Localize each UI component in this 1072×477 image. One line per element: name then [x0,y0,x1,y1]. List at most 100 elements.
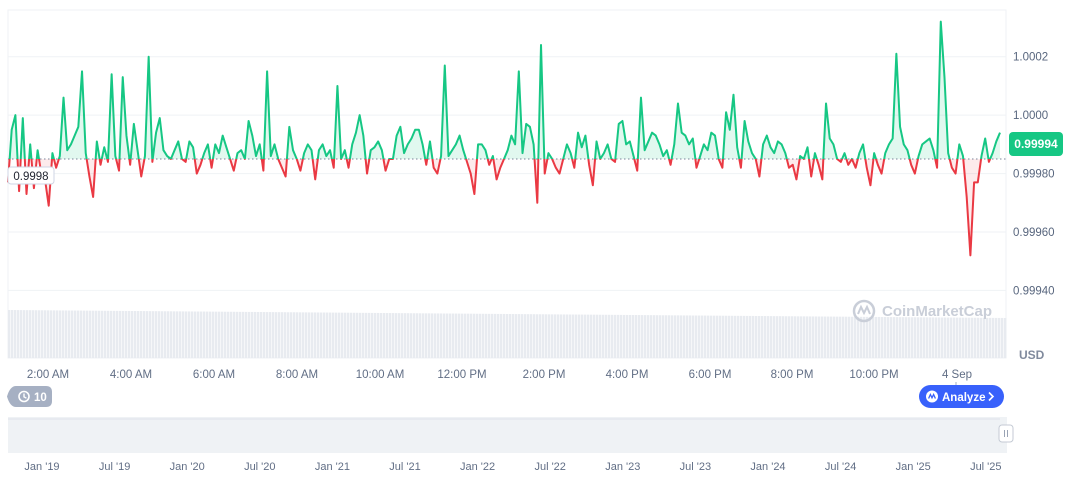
volume-bar [26,310,29,358]
volume-bar [806,316,809,358]
x-tick-label: 6:00 PM [689,369,732,381]
volume-bar [1001,317,1004,358]
volume-bar [545,314,548,358]
volume-bar [149,311,152,358]
volume-bar [191,311,194,358]
volume-bar [269,312,272,358]
volume-bar [392,313,395,358]
volume-bar [365,312,368,358]
volume-bar [761,316,764,358]
volume-bar [158,311,161,358]
volume-bar [971,317,974,358]
volume-bar [170,311,173,358]
volume-bar [659,315,662,358]
volume-bar [821,316,824,358]
volume-bar [839,316,842,358]
volume-bar [32,310,35,358]
coinmarketcap-logo-icon [852,299,876,323]
volume-bar [578,314,581,358]
volume-bar [812,316,815,358]
volume-bar [932,317,935,358]
volume-bar [620,314,623,358]
chevron-right-icon [988,391,995,402]
range-navigator[interactable]: Jan '19 Jul '19 Jan '20 Jul '20 Jan '21 Jul '… [8,417,1014,473]
volume-bar [863,316,866,358]
volume-bar [68,310,71,358]
history-badge-button[interactable]: 10 [7,386,52,407]
volume-bar [446,313,449,358]
volume-bar [401,313,404,358]
volume-bar [500,313,503,358]
volume-bar [881,316,884,358]
volume-bar [173,311,176,358]
volume-bar [596,314,599,358]
navigator-handle[interactable] [998,424,1014,443]
coinmarketcap-watermark: CoinMarketCap [852,299,992,323]
volume-bar [935,317,938,358]
volume-bar [902,317,905,358]
volume-bar [494,313,497,358]
volume-bar [374,312,377,358]
volume-bar [215,311,218,358]
volume-bar [167,311,170,358]
volume-bar [740,315,743,358]
volume-bar [77,310,80,358]
current-price-badge: 0.99994 [1009,132,1063,156]
volume-bar [491,313,494,358]
volume-bar [809,316,812,358]
navigator-tick-label: Jul '23 [680,461,711,473]
volume-bar [536,314,539,358]
volume-bar [554,314,557,358]
volume-bar [254,311,257,358]
volume-bar [986,317,989,358]
volume-bar [44,310,47,358]
volume-bar [614,314,617,358]
volume-bar [977,317,980,358]
navigator-tick-label: Jan '20 [170,461,205,473]
volume-bar [503,313,506,358]
x-tick-label: 4 Sep [942,369,972,381]
volume-bar [11,310,14,358]
volume-bar [23,310,26,358]
volume-bar [266,312,269,358]
history-count: 10 [34,392,47,404]
x-tick-label: 10:00 PM [849,369,898,381]
volume-bar [314,312,317,358]
volume-bar [962,317,965,358]
volume-bar [896,317,899,358]
volume-bar [860,316,863,358]
volume-bar [719,315,722,358]
volume-bar [230,311,233,358]
volume-bar [644,315,647,358]
x-tick-label: 10:00 AM [356,369,405,381]
volume-bar [455,313,458,358]
volume-bar [728,315,731,358]
volume-bar [161,311,164,358]
volume-bar [848,316,851,358]
volume-bar [722,315,725,358]
volume-bar [299,312,302,358]
volume-bar [689,315,692,358]
volume-bar [419,313,422,358]
volume-bar [686,315,689,358]
volume-bar [416,313,419,358]
volume-bar [845,316,848,358]
volume-bar [332,312,335,358]
navigator-tick-label: Jan '24 [750,461,785,473]
volume-bar [635,315,638,358]
volume-bar [947,317,950,358]
volume-bar [329,312,332,358]
analyze-button[interactable]: Analyze [919,385,1004,408]
volume-bar [647,315,650,358]
volume-bar [350,312,353,358]
volume-bar [176,311,179,358]
volume-bar [473,313,476,358]
volume-bar [80,310,83,358]
volume-bar [353,312,356,358]
volume-bar [248,311,251,358]
volume-bar [164,311,167,358]
volume-bar [878,316,881,358]
volume-bar [179,311,182,358]
volume-bar [116,310,119,358]
